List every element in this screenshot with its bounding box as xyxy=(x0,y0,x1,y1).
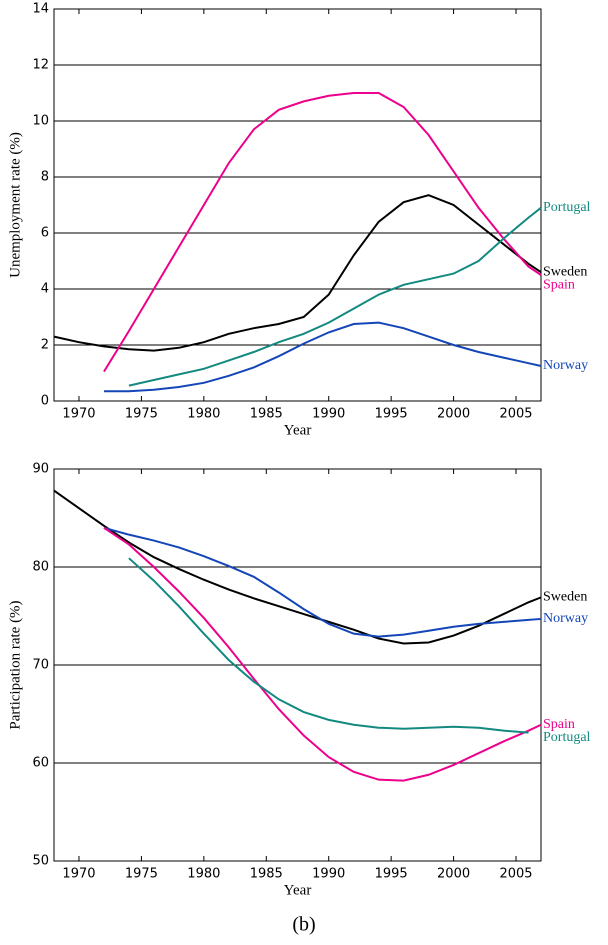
x-tick-label: 1975 xyxy=(125,867,158,882)
x-tick-label: 2000 xyxy=(437,407,470,422)
x-tick-label: 2000 xyxy=(437,867,470,882)
x-tick-label: 2005 xyxy=(499,867,532,882)
series-line xyxy=(53,489,542,645)
x-tick-label: 1970 xyxy=(62,407,95,422)
y-tick-label: 80 xyxy=(32,560,49,575)
legend-label: Norway xyxy=(543,611,588,626)
y-axis-label: Participation rate (%) xyxy=(7,600,23,729)
caption: (b) xyxy=(292,914,315,936)
y-tick-label: 8 xyxy=(41,170,49,185)
legend-label: Spain xyxy=(543,717,575,732)
y-tick-label: 14 xyxy=(32,2,49,17)
plot-frame xyxy=(53,8,542,402)
x-tick-label: 1995 xyxy=(375,407,408,422)
y-tick-label: 6 xyxy=(41,226,49,241)
x-tick-label: 1985 xyxy=(250,867,283,882)
plot-frame xyxy=(53,468,542,862)
legend-label: Norway xyxy=(543,358,588,373)
legend-label: Spain xyxy=(543,277,575,292)
y-tick-label: 60 xyxy=(32,756,49,771)
y-tick-label: 50 xyxy=(32,854,49,869)
y-tick-label: 12 xyxy=(32,58,49,73)
series-line xyxy=(128,557,529,734)
x-tick-label: 1990 xyxy=(312,407,345,422)
y-tick-label: 0 xyxy=(41,394,49,409)
series-line xyxy=(103,526,542,782)
series-line xyxy=(103,321,542,393)
y-tick-label: 90 xyxy=(32,462,49,477)
x-tick-label: 1995 xyxy=(375,867,408,882)
y-axis-label: Unemployment rate (%) xyxy=(7,132,23,278)
y-tick-label: 2 xyxy=(41,338,49,353)
series-line xyxy=(128,207,542,387)
x-tick-label: 2005 xyxy=(499,407,532,422)
series-line xyxy=(103,526,542,638)
y-tick-label: 4 xyxy=(41,282,49,297)
legend-label: Portugal xyxy=(543,200,591,215)
x-tick-label: 1980 xyxy=(187,407,220,422)
x-tick-label: 1980 xyxy=(187,867,220,882)
y-tick-label: 70 xyxy=(32,658,49,673)
legend-label: Sweden xyxy=(543,264,587,279)
x-tick-label: 1985 xyxy=(250,407,283,422)
legend-label: Sweden xyxy=(543,590,587,605)
x-tick-label: 1970 xyxy=(62,867,95,882)
series-line xyxy=(103,92,542,373)
legend-label: Portugal xyxy=(543,730,591,745)
series-line xyxy=(53,194,542,352)
y-tick-label: 10 xyxy=(32,114,49,129)
x-axis-label: Year xyxy=(284,882,312,898)
x-tick-label: 1990 xyxy=(312,867,345,882)
x-axis-label: Year xyxy=(284,422,312,438)
x-tick-label: 1975 xyxy=(125,407,158,422)
